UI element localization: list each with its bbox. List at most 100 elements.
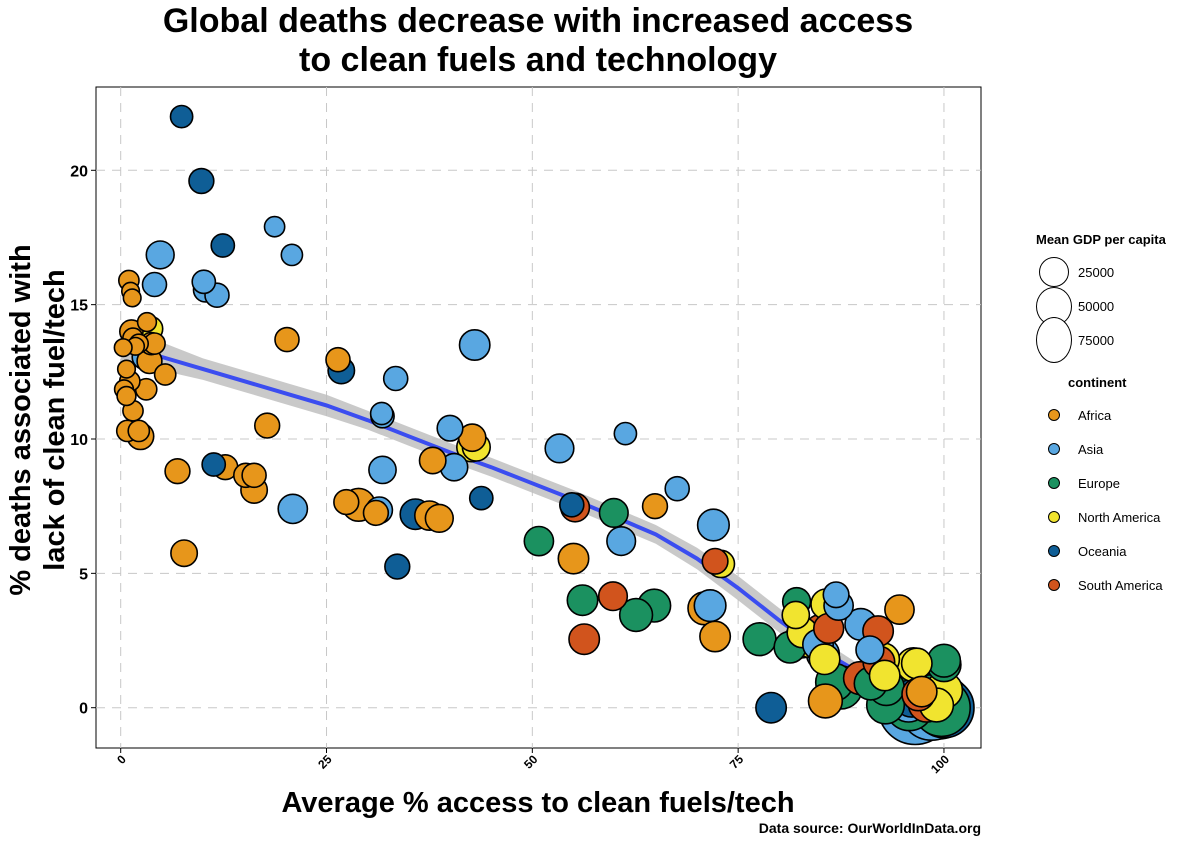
data-point [164, 458, 191, 485]
size-legend-label: 50000 [1078, 298, 1115, 314]
data-point [436, 414, 464, 442]
data-point [210, 233, 236, 258]
data-point [169, 104, 194, 129]
data-point [742, 621, 777, 657]
data-point [141, 271, 168, 298]
x-axis-label: Average % access to clean fuels/tech [281, 787, 794, 819]
data-point [568, 623, 601, 656]
data-point [280, 243, 304, 267]
y-axis-label-line-2: lack of clean fuel/tech [39, 269, 71, 570]
data-point [905, 675, 938, 708]
data-point [362, 499, 390, 527]
data-source-note: Data source: OurWorldInData.org [758, 820, 981, 836]
data-point [618, 597, 654, 633]
color-legend-swatch [1048, 579, 1060, 591]
data-point [113, 338, 133, 358]
data-point [369, 401, 394, 426]
y-tick-label: 15 [70, 298, 88, 315]
data-point [145, 240, 175, 270]
data-point [606, 525, 637, 557]
color-legend-item: Africa [1036, 398, 1200, 432]
data-point [188, 167, 215, 195]
data-point [557, 542, 590, 575]
data-point [136, 311, 158, 333]
color-legend-item: Europe [1036, 466, 1200, 500]
data-point [468, 485, 494, 511]
data-point [523, 525, 555, 557]
color-legend-label: South America [1078, 577, 1163, 593]
data-point [693, 588, 727, 623]
data-point [699, 620, 732, 653]
data-point [116, 359, 137, 379]
y-tick-label: 0 [79, 701, 88, 718]
size-legend-label: 75000 [1078, 332, 1115, 348]
color-legend-entries: Africa Asia Europe North America Oceania Sout… [1036, 398, 1200, 602]
data-point [566, 584, 599, 617]
scatter-plot: 0 25 50 75 100 0 5 10 15 20 Average % access to … [5, 86, 982, 819]
color-legend-swatch [1048, 511, 1060, 523]
color-legend-label: Europe [1078, 475, 1120, 491]
data-point [884, 594, 915, 626]
data-points [113, 104, 975, 746]
data-point [170, 539, 199, 568]
color-legend-swatch [1048, 443, 1060, 455]
data-point [558, 491, 585, 518]
data-point [458, 328, 491, 361]
data-point [368, 455, 397, 485]
data-point [808, 643, 841, 676]
legend: Mean GDP per capita 25000 50000 75000 cont… [1036, 232, 1200, 602]
data-point [201, 452, 227, 477]
size-legend-entries: 25000 50000 75000 [1036, 255, 1200, 363]
data-point [544, 433, 575, 464]
data-point [153, 363, 177, 386]
size-legend-item: 75000 [1036, 317, 1200, 363]
size-legend-circle [1039, 257, 1069, 287]
x-tick-label: 25 [315, 752, 335, 772]
color-legend-swatch [1048, 477, 1060, 489]
data-point [122, 288, 142, 308]
color-legend-swatch [1048, 409, 1060, 421]
data-point [597, 581, 629, 612]
data-point [418, 446, 447, 475]
x-tick-label: 100 [928, 752, 952, 776]
color-legend-label: North America [1078, 509, 1161, 525]
x-tick-label: 50 [521, 752, 541, 772]
data-point [855, 635, 885, 665]
size-legend-label: 25000 [1078, 264, 1115, 280]
data-point [755, 691, 788, 724]
color-legend-item: Asia [1036, 432, 1200, 466]
data-point [325, 346, 351, 373]
data-point [384, 553, 411, 580]
data-point [274, 326, 300, 353]
data-point [277, 493, 309, 525]
data-point [868, 659, 901, 692]
color-legend-item: North America [1036, 500, 1200, 534]
data-point [333, 488, 360, 516]
y-axis-label-line-1: % deaths associated with [5, 244, 37, 595]
grid-lines [96, 87, 981, 748]
data-point [263, 215, 286, 238]
y-axis-ticks: 0 5 10 15 20 [70, 163, 96, 718]
data-point [641, 493, 669, 520]
color-legend-swatch [1048, 545, 1060, 557]
data-point [191, 269, 217, 295]
data-point [116, 385, 137, 407]
data-point [424, 503, 454, 533]
y-tick-label: 10 [70, 432, 88, 449]
data-point [241, 462, 267, 489]
data-point [598, 497, 629, 529]
chart-title-line-1: Global deaths decrease with increased ac… [162, 2, 914, 40]
data-point [613, 421, 638, 446]
color-legend-label: Oceania [1078, 543, 1127, 559]
chart-title-line-2: to clean fuels and technology [299, 41, 777, 79]
color-legend-item: Oceania [1036, 534, 1200, 568]
data-point [254, 412, 281, 439]
color-legend-label: Asia [1078, 441, 1104, 457]
size-legend-item: 25000 [1036, 255, 1200, 289]
data-point [382, 365, 409, 392]
color-legend-title: continent [1068, 375, 1127, 390]
size-legend-circle [1036, 317, 1072, 363]
size-legend-title: Mean GDP per capita [1036, 232, 1166, 247]
data-point [696, 508, 731, 542]
chart-title: Global deaths decrease with increased ac… [0, 2, 1076, 80]
